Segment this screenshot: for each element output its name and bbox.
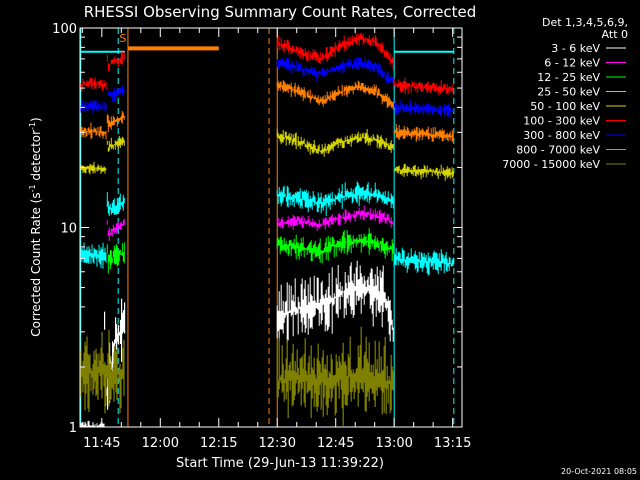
legend-label: 6 - 12 keV bbox=[544, 57, 600, 70]
series-7000-15000-keV bbox=[80, 326, 394, 426]
series-segment-2 bbox=[276, 56, 394, 86]
y-tick-label: 1 bbox=[69, 421, 77, 436]
series-segment-0 bbox=[80, 99, 107, 114]
series-segment-1 bbox=[276, 326, 394, 426]
legend-label: 3 - 6 keV bbox=[551, 42, 600, 55]
series-segment-3 bbox=[393, 77, 454, 95]
legend-label: 50 - 100 keV bbox=[530, 100, 600, 113]
series-segment-3 bbox=[393, 98, 454, 118]
x-tick-label: 13:15 bbox=[434, 436, 471, 451]
x-axis-label: Start Time (29-Jun-13 11:39:22) bbox=[176, 456, 384, 471]
legend-header-line1: Det 1,3,4,5,6,9, bbox=[542, 16, 628, 29]
plot-area: S bbox=[79, 27, 463, 428]
x-tick-label: 12:45 bbox=[317, 436, 354, 451]
series-segment-3 bbox=[276, 80, 394, 110]
legend-label: 800 - 7000 keV bbox=[516, 144, 600, 157]
series-100-300-keV bbox=[80, 32, 454, 95]
series-segment-1 bbox=[106, 111, 125, 133]
x-tick-label: 12:30 bbox=[259, 436, 296, 451]
series-segment-0 bbox=[106, 218, 125, 241]
legend-label: 12 - 25 keV bbox=[537, 71, 600, 84]
legend-header-line2: Att 0 bbox=[602, 28, 628, 41]
series-segment-4 bbox=[393, 124, 454, 143]
series-12-25-keV bbox=[106, 228, 394, 274]
series-segment-1 bbox=[106, 51, 125, 72]
series-segment-0 bbox=[80, 329, 125, 414]
x-axis: 11:45 12:00 12:15 12:30 12:45 13:00 13:15 bbox=[81, 28, 471, 451]
series-300-800-keV bbox=[80, 56, 454, 118]
y-tick-label: 10 bbox=[60, 222, 77, 237]
series-segment-0 bbox=[80, 242, 107, 269]
x-tick-label: 12:00 bbox=[142, 436, 179, 451]
x-tick-label: 11:45 bbox=[83, 436, 120, 451]
series-segment-3 bbox=[393, 247, 454, 276]
series-segment-1 bbox=[276, 205, 394, 231]
saa-annotation: S bbox=[119, 32, 126, 45]
y-axis-label-part3: ) bbox=[29, 117, 43, 122]
series-segment-2 bbox=[276, 181, 394, 216]
series-50-100-keV bbox=[80, 129, 454, 181]
y-axis-label: Corrected Count Rate (s-1 detector-1) bbox=[28, 117, 43, 336]
series-segment-2 bbox=[276, 260, 394, 343]
series-segment-1 bbox=[276, 228, 394, 264]
x-tick-label: 12:15 bbox=[200, 436, 237, 451]
series-segment-2 bbox=[276, 129, 394, 157]
series-segment-0 bbox=[80, 122, 107, 140]
series-6-12-keV bbox=[106, 205, 394, 241]
legend-label: 7000 - 15000 keV bbox=[502, 158, 600, 171]
series-segment-0 bbox=[80, 77, 107, 92]
y-axis-label-sup1: -1 bbox=[28, 184, 37, 192]
series-25-50-keV bbox=[80, 181, 454, 276]
y-axis-label-sup2: -1 bbox=[28, 122, 37, 130]
legend: Det 1,3,4,5,6,9,Att 03 - 6 keV 6 - 12 keV… bbox=[502, 16, 628, 171]
series-segment-1 bbox=[106, 135, 125, 152]
y-axis-label-part2: detector bbox=[29, 130, 43, 185]
x-tick-label: 13:00 bbox=[375, 436, 412, 451]
series-segment-0 bbox=[106, 242, 125, 274]
series-segment-0 bbox=[80, 161, 107, 175]
legend-label: 100 - 300 keV bbox=[523, 115, 600, 128]
series-800-7000-keV bbox=[80, 46, 454, 143]
legend-label: 300 - 800 keV bbox=[523, 129, 600, 142]
chart-title: RHESSI Observing Summary Count Rates, Co… bbox=[84, 3, 477, 21]
series-3-6-keV bbox=[80, 260, 394, 427]
series-segment-1 bbox=[106, 85, 125, 102]
y-tick-label: 100 bbox=[52, 22, 77, 37]
plot-contents bbox=[80, 28, 455, 427]
series-segment-2 bbox=[276, 32, 394, 71]
y-axis-label-part1: Corrected Count Rate (s bbox=[29, 192, 43, 336]
legend-label: 25 - 50 keV bbox=[537, 86, 600, 99]
y-axis: 100 10 1 bbox=[52, 22, 462, 436]
series-segment-3 bbox=[393, 163, 454, 181]
footer-date: 20-Oct-2021 08:05 bbox=[561, 467, 637, 476]
series-segment-1 bbox=[106, 192, 125, 217]
